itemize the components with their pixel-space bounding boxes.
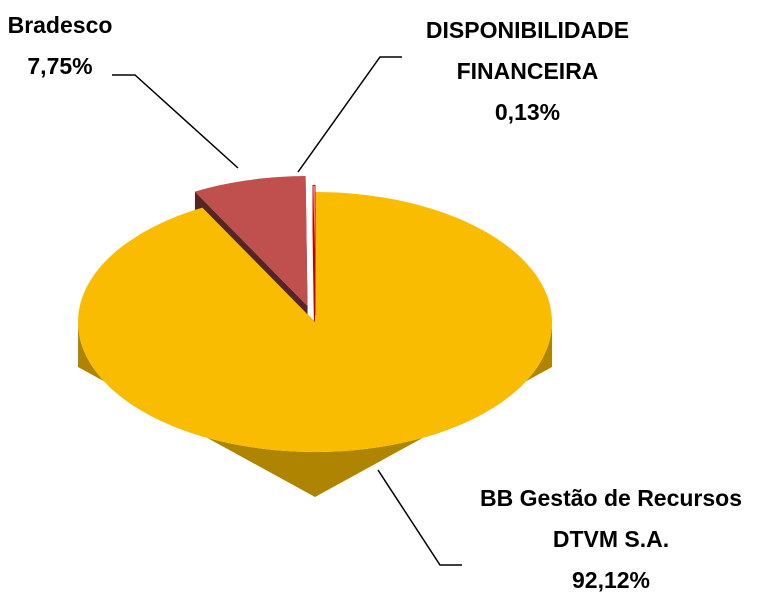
slice: [78, 192, 552, 452]
slice-label: BB Gestão de Recursos DTVM S.A. 92,12%: [452, 478, 770, 601]
category-label: DISPONIBILIDADE FINANCEIRA: [425, 17, 630, 84]
value-label: 7,75%: [27, 53, 93, 79]
leader-line: [297, 56, 402, 173]
category-label: Bradesco: [7, 12, 113, 38]
slice-side: [78, 322, 552, 497]
leader-line: [377, 469, 462, 566]
slice: [312, 184, 316, 316]
value-label: 0,13%: [494, 99, 561, 125]
value-label: 92,12%: [571, 567, 650, 593]
slices: [78, 176, 552, 497]
leader-line: [112, 74, 239, 169]
slice: [194, 176, 308, 307]
category-label: BB Gestão de Recursos DTVM S.A.: [479, 485, 743, 552]
slice-label: Bradesco 7,75%: [0, 5, 120, 87]
slice-label: DISPONIBILIDADE FINANCEIRA 0,13%: [395, 10, 660, 133]
